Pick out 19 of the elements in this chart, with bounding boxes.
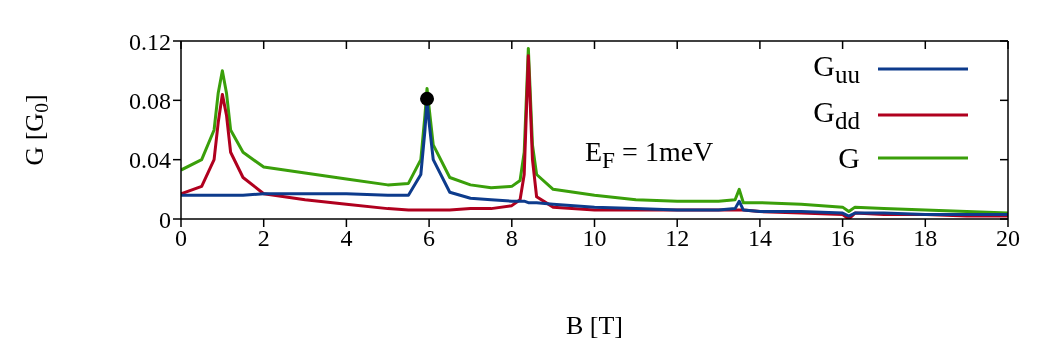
x-tick-label: 18 [913, 225, 938, 252]
y-tick-label: 0.12 [129, 28, 171, 55]
annotation: E$_{F}$ = 1meV [585, 136, 714, 174]
x-tick-label: 2 [257, 225, 270, 252]
x-tick-label: 8 [505, 225, 518, 252]
y-tick-label: 0.08 [129, 87, 171, 114]
legend-label: G [837, 141, 860, 175]
legend-label: G$_{dd}$ [813, 95, 860, 135]
x-tick-label: 16 [830, 225, 855, 252]
x-tick-label: 10 [582, 225, 607, 252]
y-tick-label: 0 [159, 206, 171, 233]
x-tick-label: 14 [747, 225, 772, 252]
x-tick-label: 12 [665, 225, 690, 252]
x-tick-label: 4 [340, 225, 353, 252]
x-axis-title: B [T] [565, 311, 624, 340]
x-tick-label: 20 [996, 225, 1020, 252]
legend-label: G$_{uu}$ [813, 49, 860, 89]
x-tick-label: 6 [423, 225, 436, 252]
y-tick-label: 0.04 [129, 147, 171, 174]
